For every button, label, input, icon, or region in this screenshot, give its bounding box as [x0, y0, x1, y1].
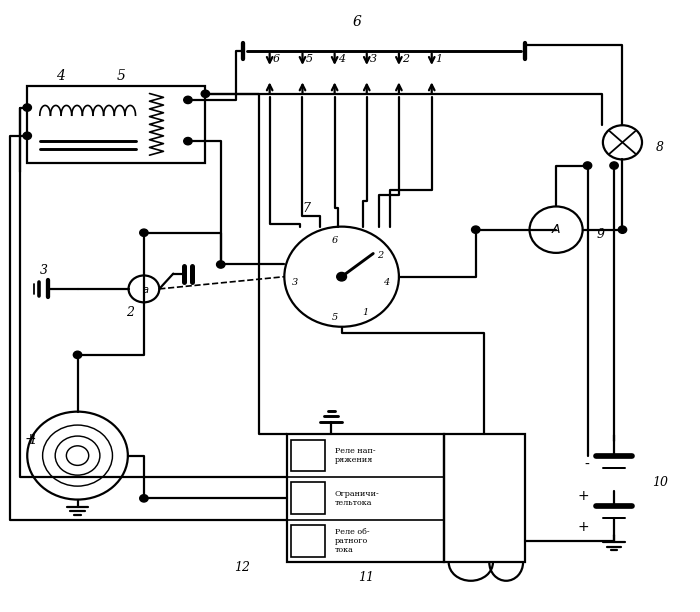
Circle shape: [583, 162, 592, 170]
Circle shape: [183, 138, 192, 145]
Bar: [287, 435, 444, 562]
Text: 5: 5: [332, 313, 338, 323]
Text: +: +: [578, 520, 589, 534]
Text: 5: 5: [306, 54, 313, 64]
Text: 1: 1: [363, 308, 369, 317]
Text: Реле об-
ратного
тока: Реле об- ратного тока: [335, 528, 370, 554]
Circle shape: [610, 162, 618, 170]
Circle shape: [23, 104, 32, 111]
Text: 4: 4: [383, 278, 389, 287]
Text: 3: 3: [40, 264, 48, 277]
Text: 2: 2: [402, 54, 409, 64]
Circle shape: [74, 351, 82, 359]
Circle shape: [140, 229, 148, 236]
Circle shape: [183, 96, 192, 103]
Bar: [291, 482, 325, 514]
Text: 6: 6: [353, 15, 361, 29]
Circle shape: [23, 132, 32, 140]
Text: 8: 8: [655, 141, 664, 154]
Bar: [291, 440, 325, 471]
Text: -: -: [584, 458, 589, 472]
Text: 2: 2: [126, 305, 134, 319]
Text: 4: 4: [338, 54, 345, 64]
Text: 7: 7: [302, 202, 311, 215]
Text: 6: 6: [273, 54, 280, 64]
Bar: [291, 525, 325, 557]
Text: 5: 5: [116, 69, 125, 83]
Text: 1: 1: [435, 54, 442, 64]
Circle shape: [216, 261, 225, 268]
Text: 2: 2: [377, 251, 384, 260]
Circle shape: [337, 272, 346, 281]
Text: 3: 3: [370, 54, 377, 64]
Text: A: A: [552, 223, 560, 236]
Text: Ограничи-
тельтока: Ограничи- тельтока: [335, 490, 379, 507]
Bar: [444, 435, 525, 562]
Text: +: +: [578, 489, 589, 503]
Text: 3: 3: [291, 278, 298, 287]
Text: 1: 1: [28, 433, 36, 447]
Circle shape: [618, 226, 626, 233]
Text: a: a: [142, 285, 148, 295]
Text: Реле нап-
ряжения: Реле нап- ряжения: [335, 447, 375, 464]
Circle shape: [140, 494, 148, 502]
Text: 10: 10: [652, 476, 668, 489]
Circle shape: [201, 90, 209, 97]
Circle shape: [472, 226, 480, 233]
Text: 9: 9: [596, 228, 604, 241]
Text: 12: 12: [234, 561, 250, 574]
Text: 6: 6: [332, 236, 338, 245]
Text: +: +: [25, 433, 36, 446]
Text: 11: 11: [358, 571, 374, 584]
Bar: [27, 86, 205, 163]
Text: 4: 4: [55, 69, 64, 83]
